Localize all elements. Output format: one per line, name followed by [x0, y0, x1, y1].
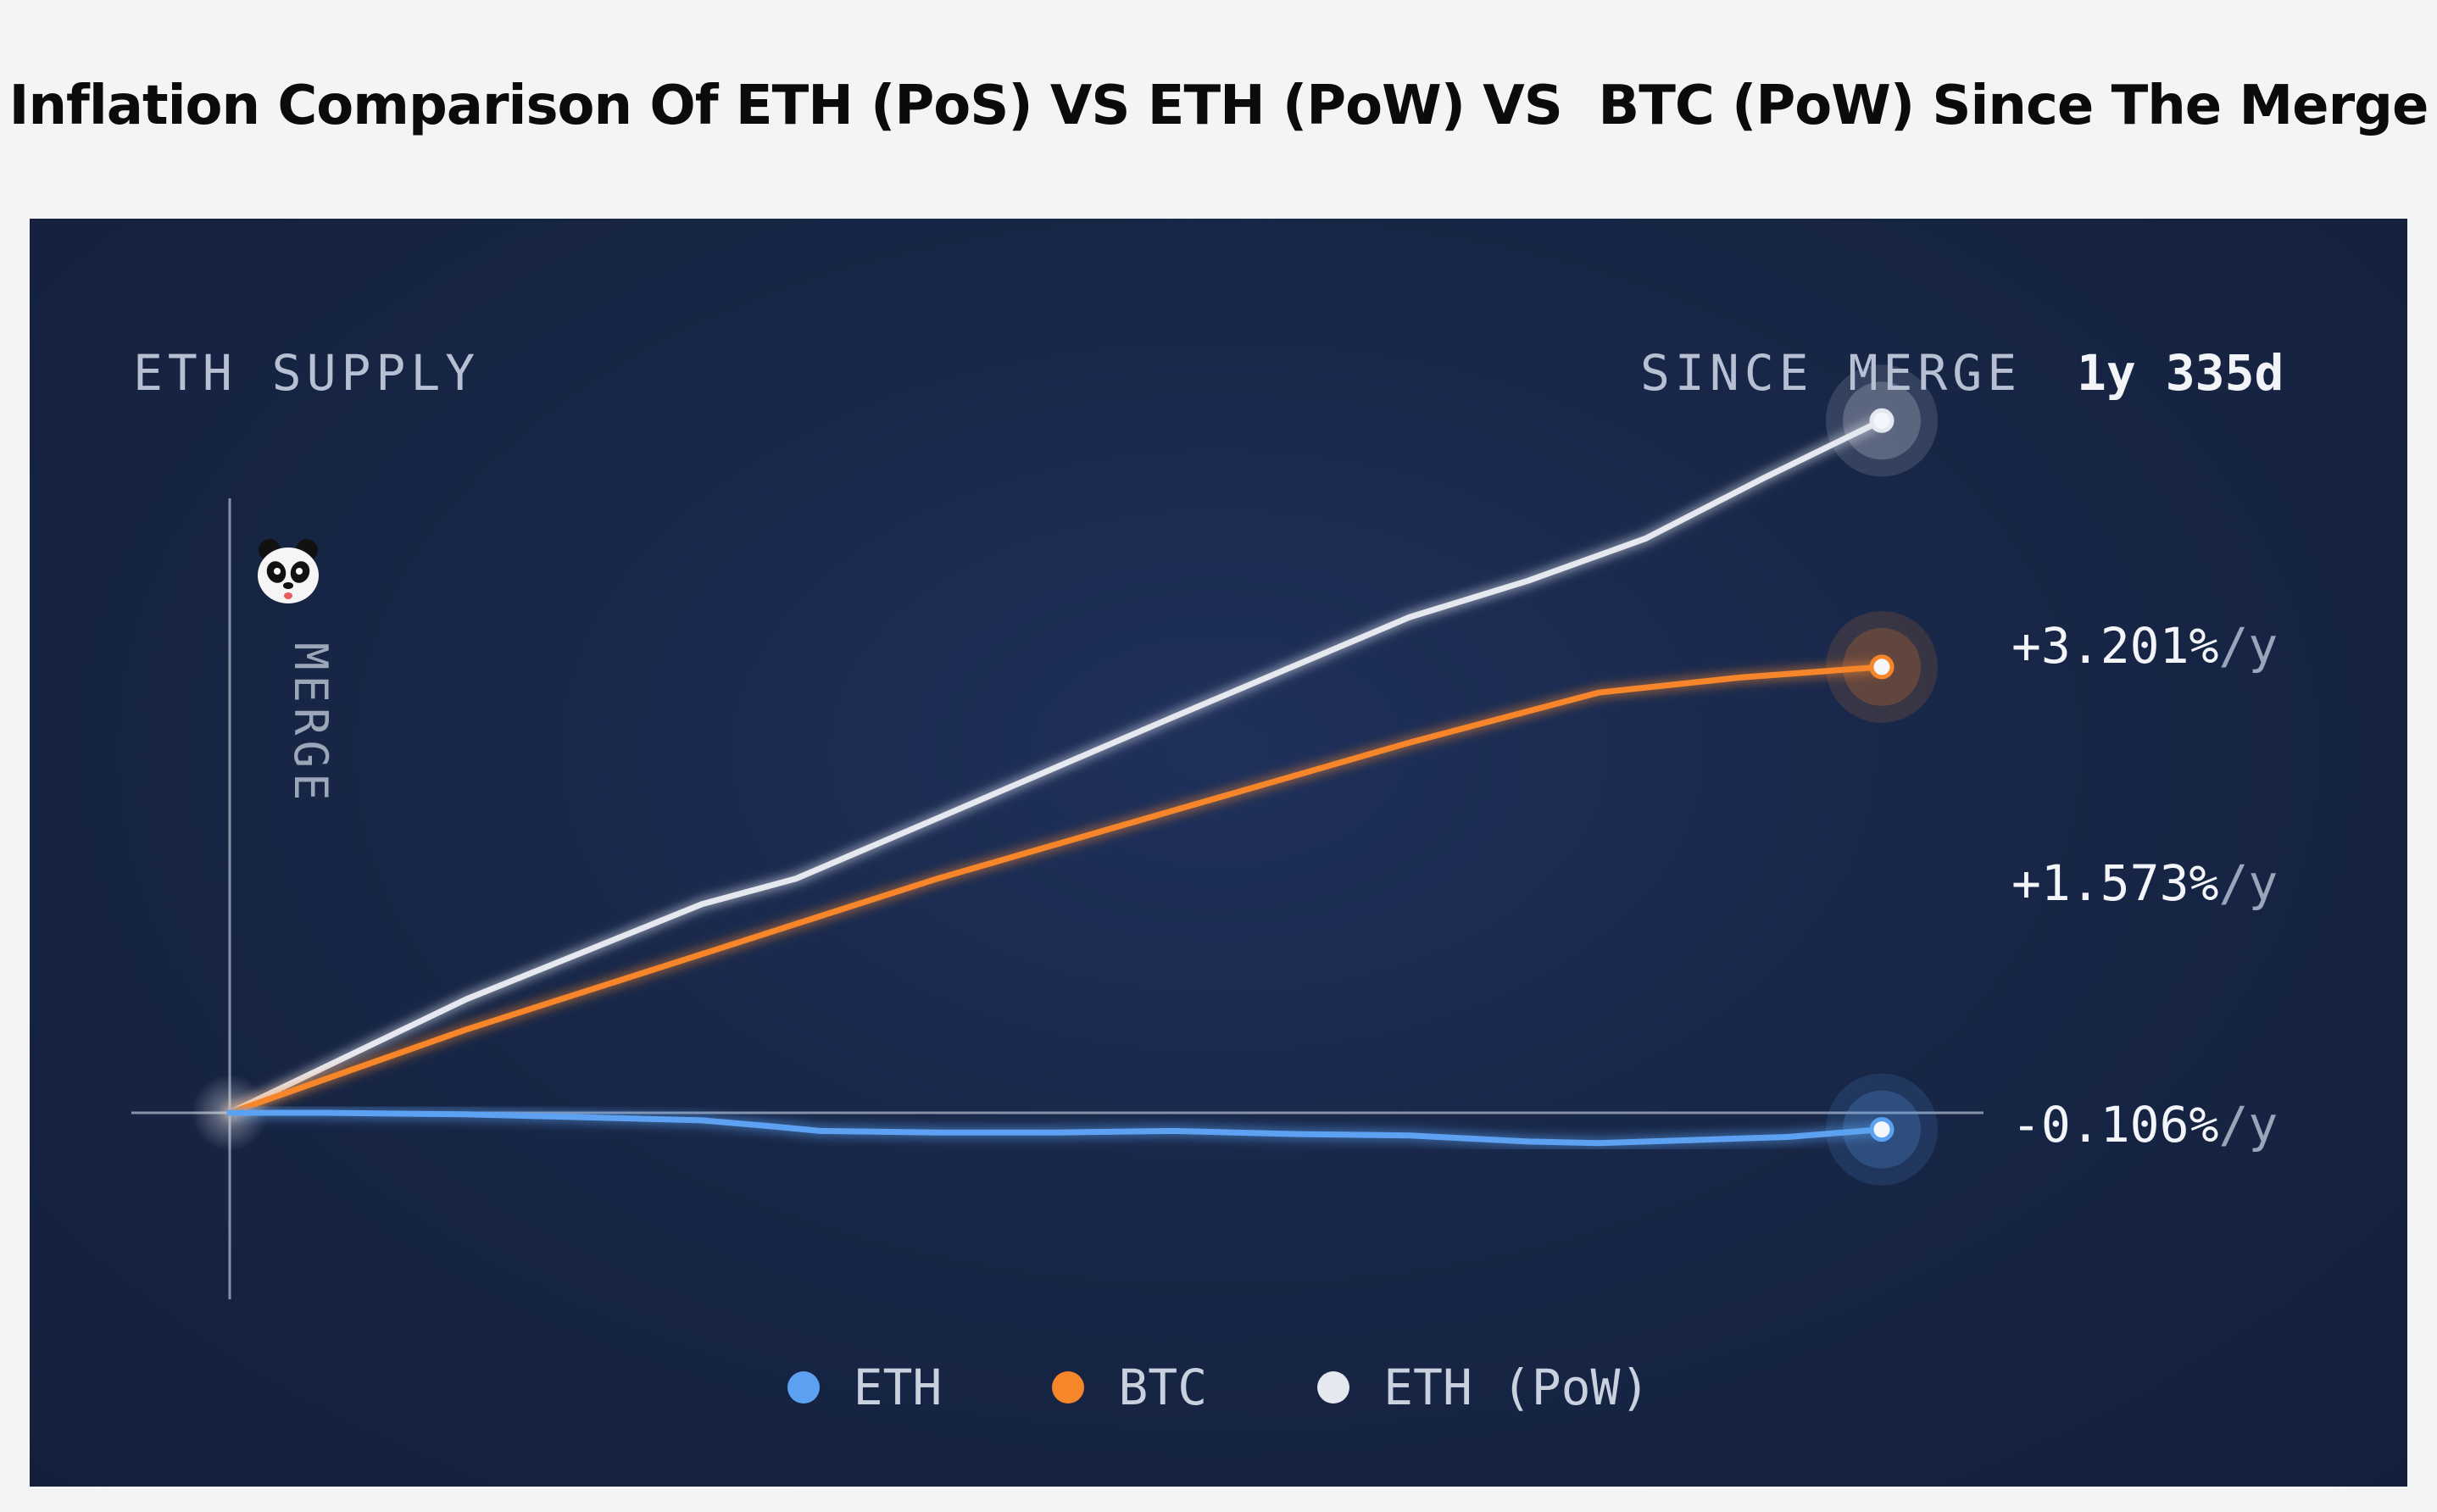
series-line-eth-pow: [226, 417, 1885, 1116]
panda-icon: [258, 539, 319, 603]
end-label-eth-pow: +3.201%/y: [2011, 617, 2278, 675]
end-label-value: +3.201%: [2011, 617, 2219, 675]
legend-dot-eth: [787, 1371, 820, 1404]
end-label-value: -0.106%: [2011, 1096, 2219, 1153]
end-label-unit: /y: [2218, 1096, 2278, 1153]
end-label-unit: /y: [2218, 854, 2278, 912]
chart-plot: [131, 364, 1984, 1299]
end-label-value: +1.573%: [2011, 854, 2219, 912]
end-marker-btc: [1869, 654, 1895, 680]
legend-item-eth-pow[interactable]: ETH (PoW): [1317, 1359, 1650, 1416]
legend-item-btc[interactable]: BTC: [1052, 1359, 1207, 1416]
end-marker-eth: [1869, 1117, 1895, 1142]
legend-label: ETH (PoW): [1383, 1359, 1650, 1416]
supply-label: ETH SUPPLY: [133, 344, 481, 402]
legend-dot-eth-pow: [1317, 1371, 1350, 1404]
series-line-eth: [226, 1109, 1885, 1147]
legend-label: ETH: [853, 1359, 943, 1416]
chart-legend: ETH BTC ETH (PoW): [30, 1359, 2407, 1416]
end-label-unit: /y: [2218, 617, 2278, 675]
chart-panel: ETH SUPPLY SINCE MERGE 1y 335d MERGE +3.…: [30, 219, 2407, 1487]
page-title: Inflation Comparison Of ETH (PoS) VS ETH…: [8, 75, 2429, 137]
merge-marker-label: MERGE: [284, 642, 337, 806]
end-label-eth: -0.106%/y: [2011, 1096, 2278, 1153]
end-label-btc: +1.573%/y: [2011, 854, 2278, 912]
legend-dot-btc: [1052, 1371, 1085, 1404]
series-line-btc: [226, 664, 1885, 1116]
end-marker-eth-pow: [1869, 408, 1895, 433]
legend-label: BTC: [1118, 1359, 1208, 1416]
legend-item-eth[interactable]: ETH: [787, 1359, 943, 1416]
since-merge-label: SINCE MERGE: [1640, 344, 2022, 402]
since-merge-value: 1y 335d: [2077, 344, 2284, 402]
